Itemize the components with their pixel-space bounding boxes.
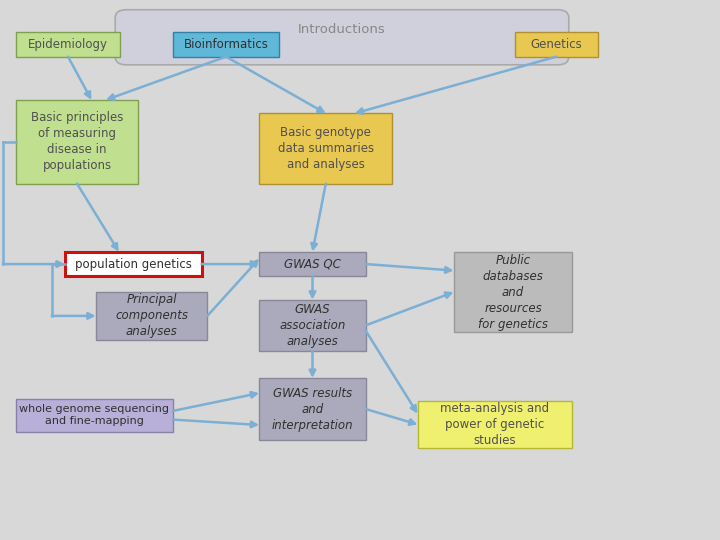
FancyBboxPatch shape (454, 252, 572, 332)
Text: whole genome sequencing
and fine-mapping: whole genome sequencing and fine-mapping (19, 404, 169, 427)
FancyBboxPatch shape (115, 10, 569, 65)
Text: GWAS QC: GWAS QC (284, 258, 341, 271)
FancyBboxPatch shape (65, 252, 202, 276)
FancyBboxPatch shape (259, 378, 366, 440)
FancyBboxPatch shape (16, 32, 120, 57)
FancyBboxPatch shape (259, 300, 366, 351)
FancyBboxPatch shape (259, 113, 392, 184)
Text: Public
databases
and
resources
for genetics: Public databases and resources for genet… (478, 254, 548, 330)
Text: meta-analysis and
power of genetic
studies: meta-analysis and power of genetic studi… (441, 402, 549, 447)
FancyBboxPatch shape (173, 32, 279, 57)
FancyBboxPatch shape (96, 292, 207, 340)
FancyBboxPatch shape (515, 32, 598, 57)
Text: population genetics: population genetics (75, 258, 192, 271)
Text: Genetics: Genetics (531, 38, 582, 51)
FancyBboxPatch shape (259, 252, 366, 276)
Text: GWAS results
and
interpretation: GWAS results and interpretation (271, 387, 354, 431)
Text: GWAS
association
analyses: GWAS association analyses (279, 303, 346, 348)
Text: Introductions: Introductions (298, 23, 386, 36)
Text: Bioinformatics: Bioinformatics (184, 38, 269, 51)
Text: Basic genotype
data summaries
and analyses: Basic genotype data summaries and analys… (278, 126, 374, 171)
Text: Basic principles
of measuring
disease in
populations: Basic principles of measuring disease in… (31, 111, 123, 172)
FancyBboxPatch shape (16, 100, 138, 184)
FancyBboxPatch shape (418, 401, 572, 448)
Text: Principal
components
analyses: Principal components analyses (115, 293, 188, 339)
FancyBboxPatch shape (16, 399, 173, 432)
Text: Epidemiology: Epidemiology (28, 38, 108, 51)
